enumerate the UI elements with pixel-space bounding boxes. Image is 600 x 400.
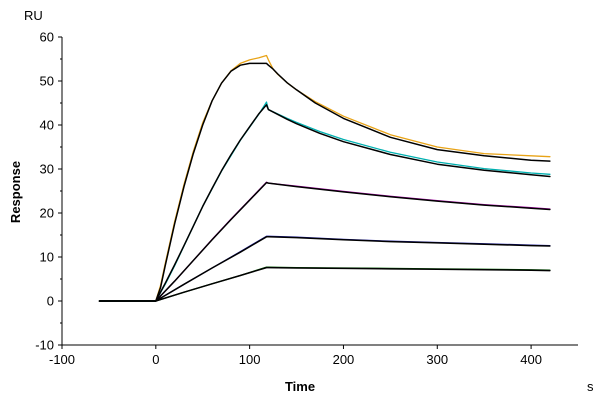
x-tick-label: 300 bbox=[426, 352, 448, 367]
x-axis-title: Time bbox=[285, 379, 315, 394]
fit-curve-1 bbox=[98, 62, 551, 302]
x-tick-label: 0 bbox=[152, 352, 159, 367]
fit-curve-5 bbox=[98, 181, 551, 302]
curves bbox=[98, 54, 551, 302]
x-tick-label: 200 bbox=[333, 352, 355, 367]
measured-curve-2 bbox=[98, 101, 551, 302]
y-tick-label: 60 bbox=[40, 30, 54, 45]
y-tick-label: 50 bbox=[40, 74, 54, 89]
measured-curve-4 bbox=[98, 181, 551, 302]
x-tick-label: 100 bbox=[239, 352, 261, 367]
measured-curve-0 bbox=[98, 54, 551, 302]
y-tick-label: 0 bbox=[47, 294, 54, 309]
y-tick-label: 40 bbox=[40, 118, 54, 133]
y-tick-label: 10 bbox=[40, 250, 54, 265]
y-tick-label: 30 bbox=[40, 162, 54, 177]
y-unit-label: RU bbox=[24, 8, 43, 23]
fit-curve-3 bbox=[98, 104, 551, 302]
measured-curve-8 bbox=[98, 266, 551, 302]
x-tick-label: -100 bbox=[49, 352, 75, 367]
x-tick-label: 400 bbox=[520, 352, 542, 367]
fit-curve-9 bbox=[98, 266, 551, 302]
fit-curve-7 bbox=[98, 236, 551, 302]
y-tick-label: -10 bbox=[35, 338, 54, 353]
y-tick-label: 20 bbox=[40, 206, 54, 221]
y-axis-title: Response bbox=[8, 161, 23, 223]
x-unit-label: s bbox=[587, 379, 594, 394]
